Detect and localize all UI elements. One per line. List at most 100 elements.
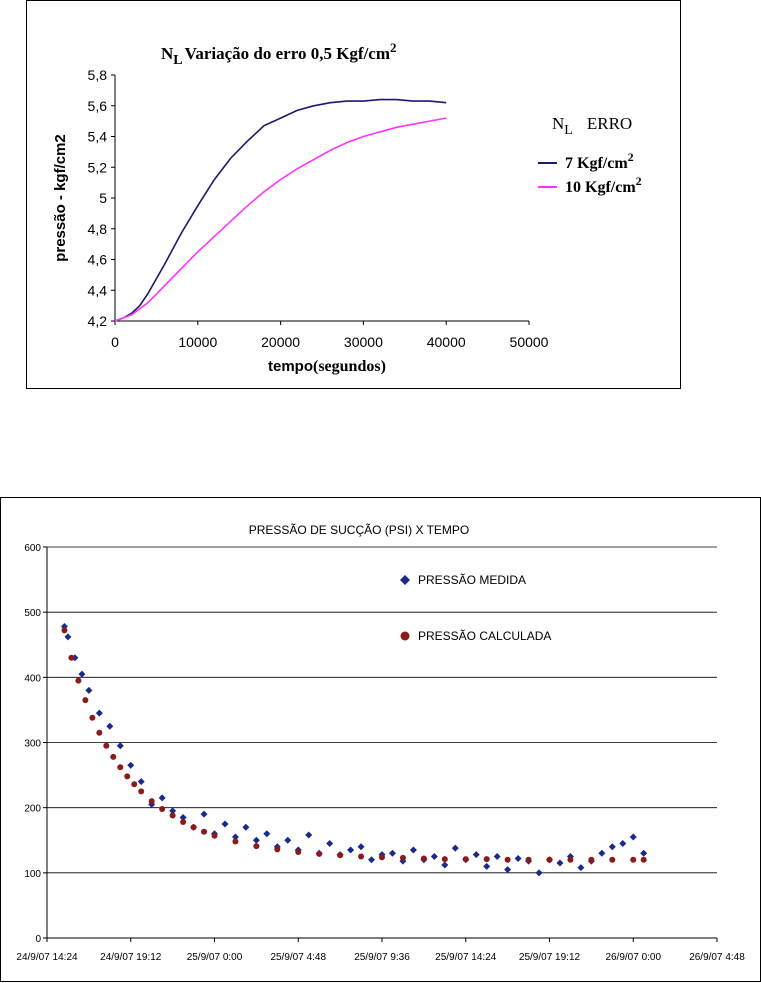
calculada-point [169, 812, 176, 819]
x-tick-label: 25/9/07 14:24 [435, 952, 497, 963]
chart-pressure-error: NL Variação do erro 0,5 Kgf/cm2 4,2 4,4 4,6 4… [52, 40, 642, 375]
calculada-point [567, 856, 574, 863]
medida-point [357, 843, 365, 851]
x-tick-label: 24/9/07 19:12 [100, 952, 162, 963]
medida-point [388, 849, 396, 857]
calculada-point [316, 850, 323, 857]
chart-title: PRESSÃO DE SUCÇÃO (PSI) X TEMPO [249, 523, 470, 537]
medida-point [95, 709, 103, 717]
legend-marker-2 [400, 631, 410, 641]
medida-point [263, 830, 271, 838]
calculada-point [159, 805, 166, 812]
medida-point [221, 820, 229, 828]
medida-point [116, 742, 124, 750]
medida-point [368, 856, 376, 864]
y-axis-label: pressão - kgf/cm2 [52, 134, 69, 262]
medida-point [514, 854, 522, 862]
y-tick-label: 5 [99, 190, 107, 206]
medida-point [106, 722, 114, 730]
chart-pressure-error-frame: NL Variação do erro 0,5 Kgf/cm2 4,2 4,4 4,6 4… [26, 0, 681, 389]
medida-point [231, 833, 239, 841]
calculada-point [180, 819, 187, 826]
y-tick-label: 300 [24, 739, 41, 750]
calculada-point [131, 781, 138, 788]
medida-point [78, 670, 86, 678]
medida-point [85, 686, 93, 694]
calculada-point [211, 832, 218, 839]
calculada-point [232, 838, 239, 845]
medida-point [284, 836, 292, 844]
y-tick-label: 600 [24, 543, 41, 554]
calculada-point [504, 856, 511, 863]
calculada-point [525, 856, 532, 863]
y-tick-label: 0 [35, 934, 41, 945]
medida-point [64, 633, 72, 641]
calculada-point [124, 773, 131, 780]
medida-point [127, 761, 135, 769]
calculada-point [75, 677, 82, 684]
x-tick-label: 25/9/07 0:00 [187, 952, 243, 963]
x-tick-label: 10000 [178, 334, 217, 350]
medida-point [504, 866, 512, 874]
chart-suction-pressure-frame: PRESSÃO DE SUCÇÃO (PSI) X TEMPO 0 100 200 30… [0, 497, 761, 982]
calculada-point [110, 753, 117, 760]
medida-point [483, 862, 491, 870]
x-tick-label: 50000 [510, 334, 549, 350]
y-tick-label: 4,8 [88, 221, 108, 237]
medida-point [608, 843, 616, 851]
x-tick-label: 40000 [427, 334, 466, 350]
y-tick-label: 200 [24, 804, 41, 815]
calculada-point [103, 742, 110, 749]
medida-point [137, 778, 145, 786]
medida-point [493, 853, 501, 861]
medida-point [347, 846, 355, 854]
x-tick-label: 26/9/07 4:48 [689, 952, 745, 963]
x-tick-label: 20000 [261, 334, 300, 350]
medida-point [441, 861, 449, 869]
y-tick-label: 500 [24, 608, 41, 619]
calculada-point [148, 798, 155, 805]
calculada-point [462, 856, 469, 863]
calculada-point [253, 843, 260, 850]
series-line-1 [114, 98, 447, 322]
y-tick-label: 400 [24, 673, 41, 684]
chart-suction-pressure: PRESSÃO DE SUCÇÃO (PSI) X TEMPO 0 100 200 30… [16, 523, 745, 963]
x-tick-label: 26/9/07 0:00 [605, 952, 661, 963]
legend-marker-1 [400, 575, 410, 585]
legend-label-1: 7 Kgf/cm2 [565, 150, 634, 172]
y-tick-label: 5,8 [88, 67, 108, 83]
calculada-point [117, 764, 124, 771]
calculada-point [96, 729, 103, 736]
calculada-point [337, 852, 344, 859]
medida-point [158, 794, 166, 802]
medida-point [629, 833, 637, 841]
medida-point [577, 864, 585, 872]
calculada-point [483, 856, 490, 863]
x-tick-label: 25/9/07 19:12 [519, 952, 581, 963]
medida-point [200, 810, 208, 818]
y-tick-label: 4,2 [88, 313, 108, 329]
calculada-point [274, 846, 281, 853]
y-tick-label: 5,2 [88, 159, 108, 175]
medida-point [451, 844, 459, 852]
calculada-point [61, 627, 68, 634]
calculada-point [68, 654, 75, 661]
legend-label-1: PRESSÃO MEDIDA [418, 573, 526, 587]
calculada-point [441, 856, 448, 863]
calculada-point [630, 856, 637, 863]
calculada-point [89, 714, 96, 721]
medida-point [252, 836, 260, 844]
x-tick-label: 0 [111, 334, 119, 350]
x-tick-label: 30000 [344, 334, 383, 350]
medida-point [535, 869, 543, 877]
calculada-point [295, 848, 302, 855]
medida-point [619, 840, 627, 848]
calculada-point [420, 855, 427, 862]
medida-point [598, 849, 606, 857]
medida-point [472, 851, 480, 859]
legend-label-2: 10 Kgf/cm2 [565, 174, 642, 196]
medida-point [179, 813, 187, 821]
calculada-point [358, 853, 365, 860]
calculada-point [399, 854, 406, 861]
y-tick-label: 4,4 [88, 282, 108, 298]
